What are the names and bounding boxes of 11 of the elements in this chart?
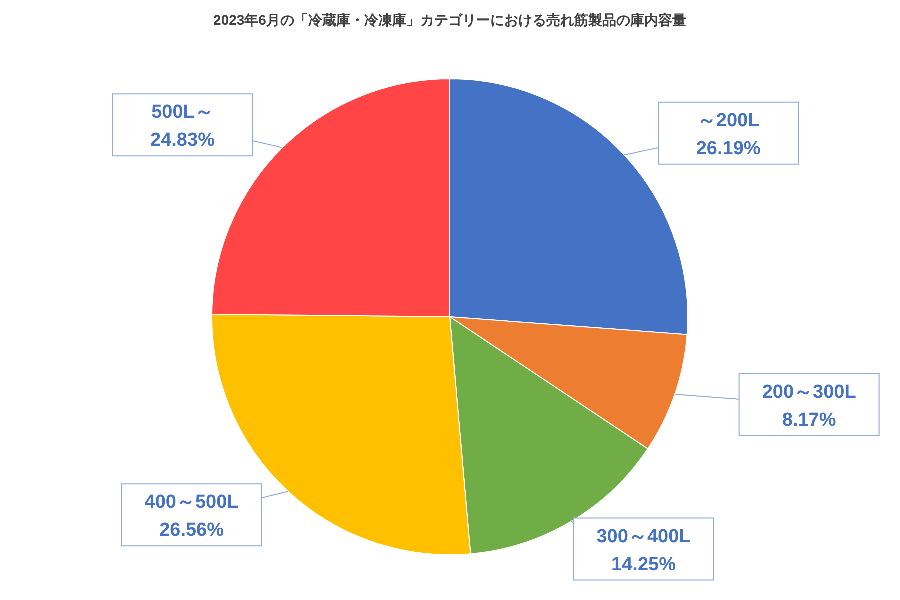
data-label: 8.17% (782, 410, 836, 431)
data-label: 24.83% (150, 130, 216, 152)
slice-label: ～200L (697, 110, 760, 132)
slice-label: 300～400L (596, 526, 692, 548)
data-label: 26.56% (160, 520, 224, 542)
slice-label: 400～500L (144, 492, 240, 514)
chart-title: 2023年6月の「冷蔵庫・冷凍庫」カテゴリーにおける売れ筋製品の庫内容量 (214, 12, 686, 28)
data-label: 26.19% (696, 138, 761, 160)
data-label: 14.25% (612, 554, 676, 576)
slice-label: 500L～ (152, 102, 214, 124)
slice-label: 200～300L (762, 382, 857, 403)
